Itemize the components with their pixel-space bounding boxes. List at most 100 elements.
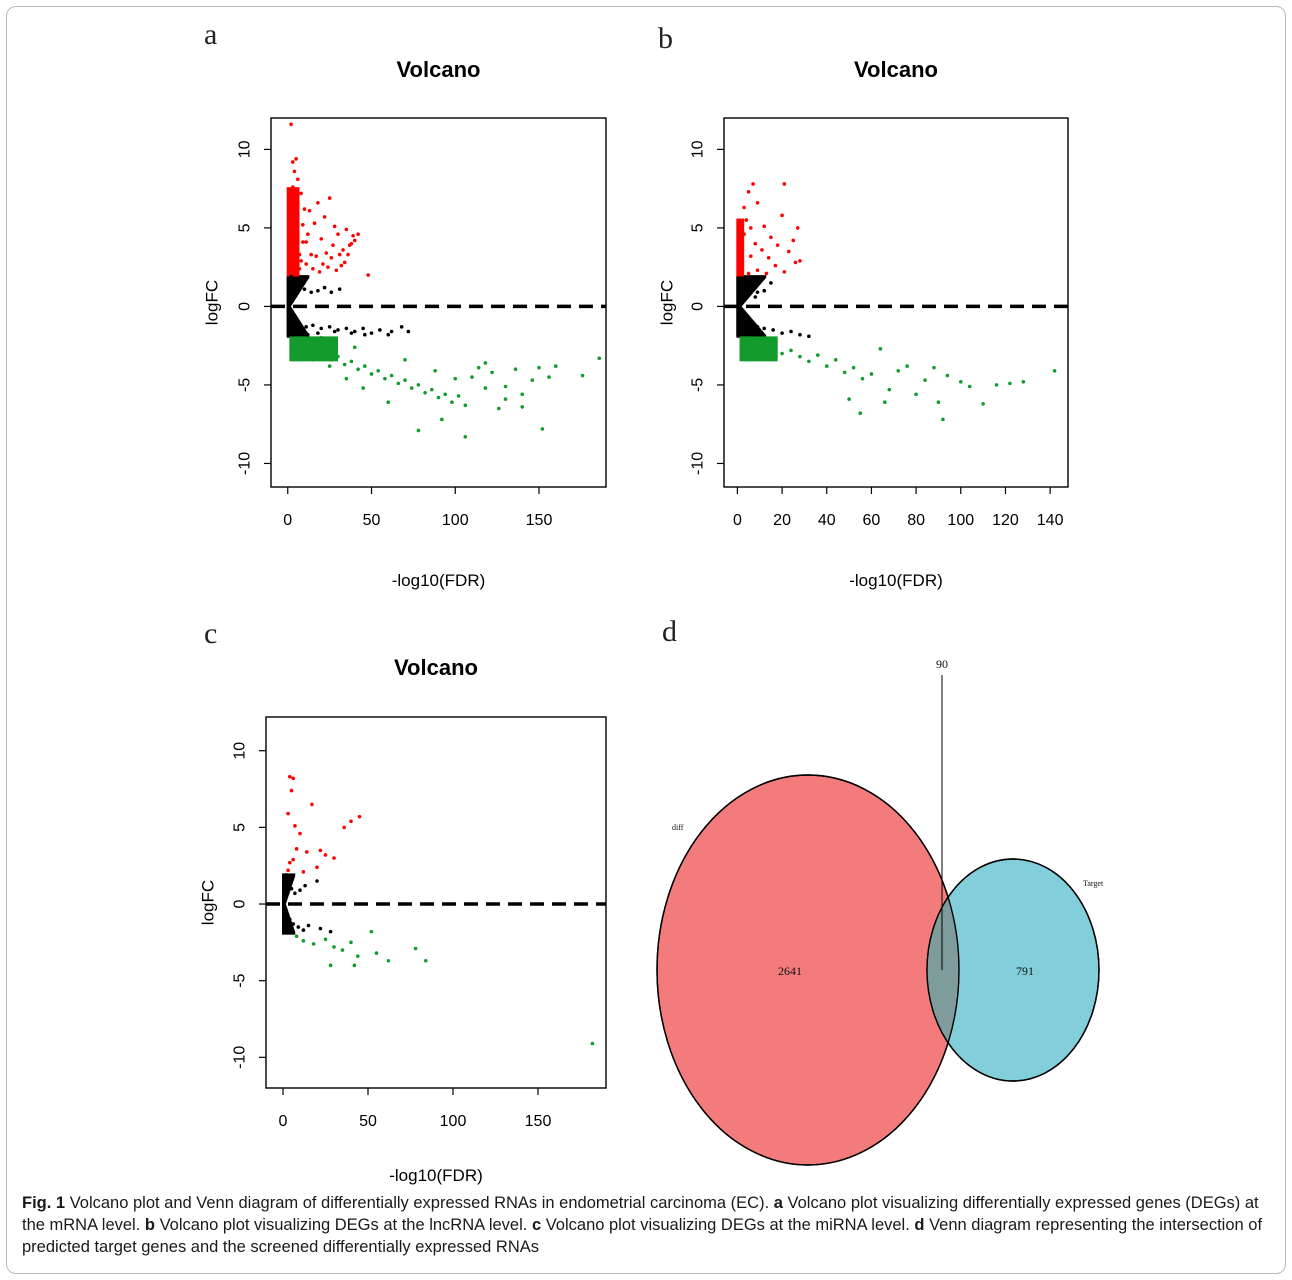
- x-tick-label: 150: [525, 1113, 552, 1130]
- data-point: [286, 811, 290, 816]
- data-point: [298, 831, 302, 836]
- data-point: [773, 263, 778, 268]
- data-point: [842, 370, 847, 375]
- series-points: [289, 274, 411, 337]
- data-point: [742, 205, 746, 210]
- figure-caption: Fig. 1 Volcano plot and Venn diagram of …: [22, 1192, 1272, 1258]
- data-point: [294, 934, 299, 939]
- x-tick-label: 20: [773, 512, 791, 529]
- data-point: [297, 284, 302, 288]
- data-point: [318, 926, 323, 931]
- data-point: [547, 375, 551, 379]
- data-point: [749, 321, 753, 326]
- data-point: [288, 774, 292, 779]
- data-point: [1008, 381, 1012, 386]
- data-point: [327, 364, 332, 368]
- data-point: [301, 870, 306, 874]
- data-point: [791, 238, 796, 243]
- data-point: [869, 372, 874, 376]
- data-point: [306, 232, 310, 236]
- volcano-plot-a: Volcano 0 50 100 150 -log10(FDR) -10 -5 0 5 10 logF…: [203, 57, 607, 590]
- data-point: [749, 287, 753, 291]
- data-point: [301, 928, 306, 932]
- data-point: [782, 270, 787, 274]
- data-point: [798, 332, 802, 337]
- series-points: [290, 336, 602, 439]
- data-point: [317, 270, 322, 274]
- data-point: [318, 848, 323, 853]
- data-point: [293, 891, 297, 896]
- data-point: [296, 925, 301, 929]
- data-point: [369, 372, 374, 376]
- data-point: [357, 814, 362, 819]
- data-point: [311, 323, 315, 328]
- data-point: [497, 406, 501, 411]
- y-tick-label: -10: [237, 452, 254, 475]
- data-point: [945, 373, 950, 378]
- data-point: [301, 939, 306, 943]
- y-tick-label: 10: [690, 140, 707, 158]
- venn-set-label-target: Target: [1083, 879, 1104, 888]
- data-point: [311, 942, 316, 946]
- data-point: [321, 262, 325, 266]
- panel-label-d: d: [662, 615, 677, 648]
- data-point: [753, 295, 758, 299]
- data-point: [316, 288, 320, 293]
- caption-key-c: c: [531, 1216, 542, 1234]
- data-point: [315, 879, 319, 883]
- x-tick-label: 100: [947, 512, 974, 529]
- data-point: [413, 946, 418, 951]
- data-point: [349, 331, 354, 335]
- y-tick-label: -10: [232, 1046, 249, 1069]
- data-point: [760, 248, 764, 252]
- data-point: [286, 880, 290, 885]
- data-point: [309, 290, 314, 295]
- dense-point-cloud: [736, 275, 767, 338]
- venn-intersection-count: 90: [936, 657, 948, 671]
- data-point: [349, 241, 354, 246]
- data-point: [316, 200, 320, 205]
- data-point: [923, 378, 927, 383]
- data-point: [766, 255, 771, 260]
- data-point: [339, 263, 344, 268]
- data-point: [342, 362, 347, 367]
- x-tick-label: 0: [283, 512, 292, 529]
- data-point: [905, 364, 909, 368]
- data-point: [749, 254, 753, 258]
- data-point: [436, 395, 441, 400]
- data-point: [403, 378, 407, 383]
- data-point: [344, 326, 349, 331]
- data-point: [336, 232, 340, 236]
- data-point: [319, 336, 324, 340]
- data-point: [363, 332, 367, 337]
- data-point: [941, 417, 945, 422]
- data-point: [742, 232, 746, 236]
- y-tick-label: 5: [690, 223, 707, 232]
- data-point: [328, 929, 333, 934]
- data-point: [305, 850, 309, 854]
- data-point: [292, 279, 297, 284]
- data-point: [520, 405, 525, 409]
- data-point: [307, 208, 312, 213]
- plot-box: [723, 117, 1069, 488]
- data-point: [450, 400, 454, 405]
- data-point: [286, 868, 290, 873]
- data-point: [322, 350, 327, 354]
- data-point: [386, 958, 391, 963]
- data-point: [284, 911, 289, 916]
- data-point: [356, 954, 360, 958]
- data-point: [356, 232, 360, 236]
- y-tick-label: -5: [237, 378, 254, 392]
- data-point: [932, 365, 936, 370]
- data-point: [994, 383, 999, 387]
- data-point: [291, 776, 296, 781]
- data-point: [342, 825, 347, 830]
- data-point: [306, 923, 311, 928]
- caption-key-a: a: [773, 1194, 783, 1212]
- data-point: [342, 260, 347, 265]
- data-point: [847, 397, 851, 401]
- data-point: [363, 364, 367, 368]
- y-tick-label: 0: [690, 302, 707, 311]
- plot-title: Volcano: [394, 655, 478, 680]
- series-points: [289, 122, 370, 277]
